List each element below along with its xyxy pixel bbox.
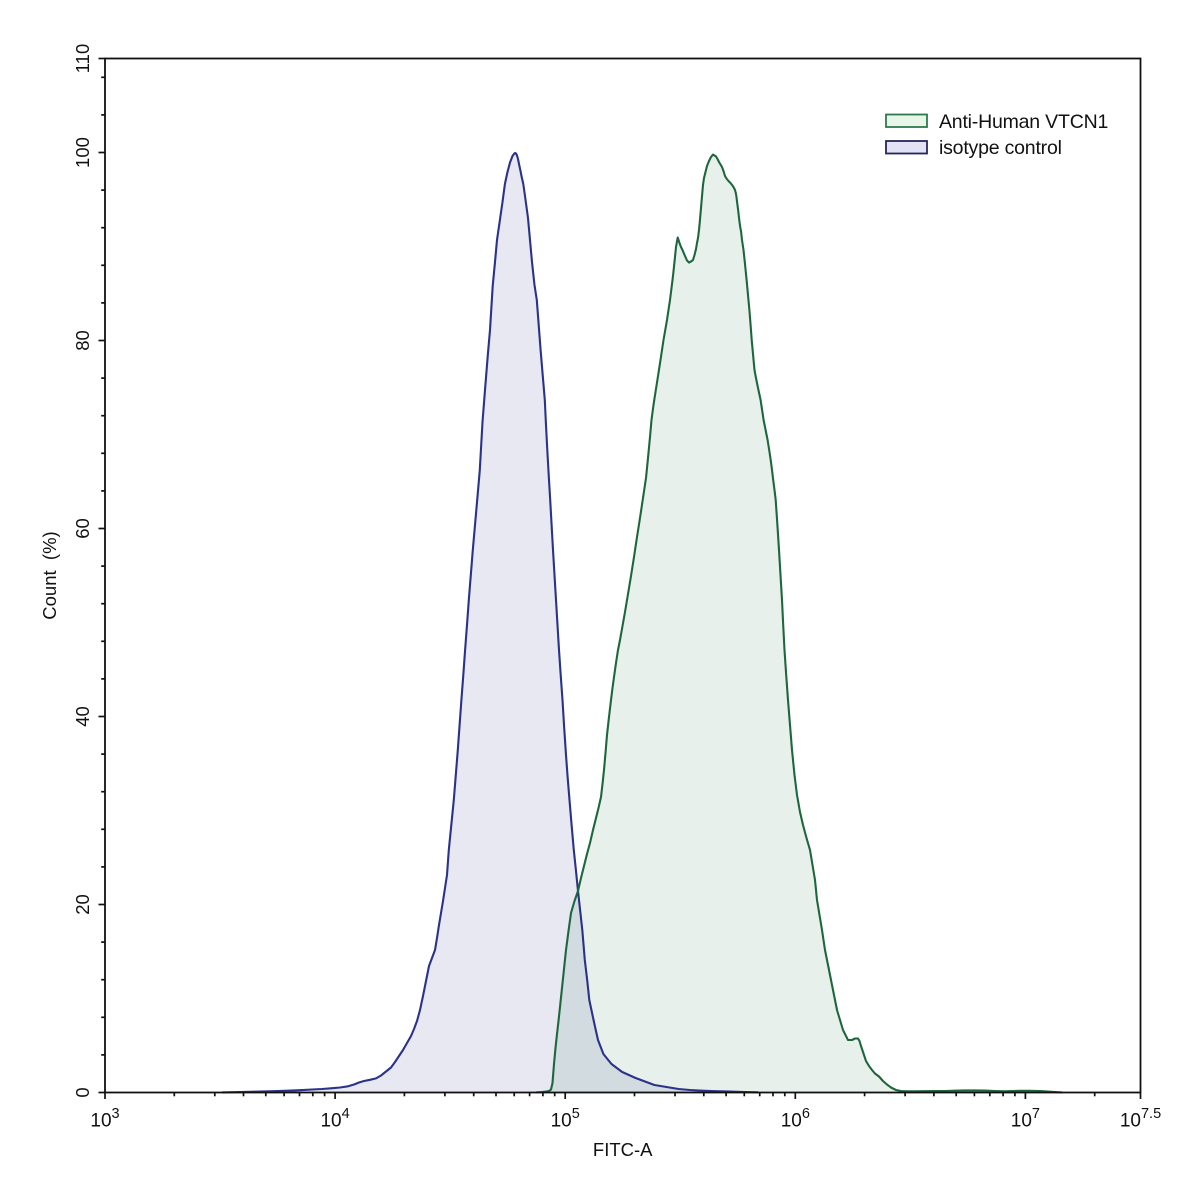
- svg-text:Anti-Human VTCN1: Anti-Human VTCN1: [939, 111, 1108, 133]
- svg-text:0: 0: [72, 1087, 93, 1097]
- svg-text:20: 20: [72, 894, 93, 915]
- svg-text:Count (%): Count (%): [39, 531, 60, 619]
- svg-text:106: 106: [781, 1106, 810, 1132]
- svg-text:100: 100: [72, 137, 93, 168]
- svg-text:107: 107: [1011, 1106, 1040, 1132]
- svg-text:60: 60: [72, 518, 93, 539]
- svg-text:80: 80: [72, 330, 93, 351]
- svg-text:40: 40: [72, 706, 93, 727]
- svg-text:isotype control: isotype control: [939, 137, 1062, 159]
- svg-text:FITC-A: FITC-A: [593, 1139, 653, 1160]
- svg-text:110: 110: [72, 44, 93, 74]
